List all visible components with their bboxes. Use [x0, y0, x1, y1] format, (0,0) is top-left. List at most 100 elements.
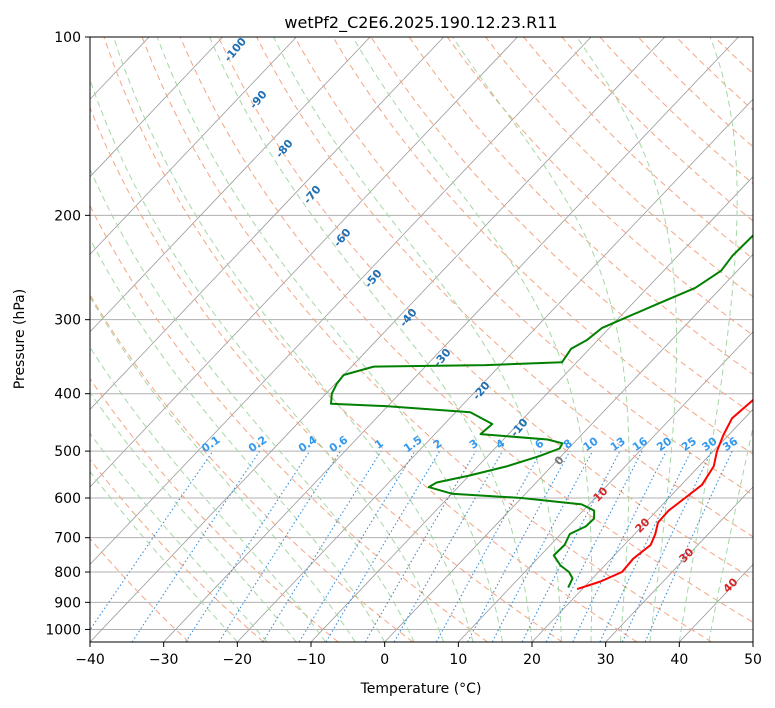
dry-adiabat — [90, 377, 339, 642]
moist-adiabat-label: 30 — [677, 545, 697, 565]
mixing-ratio-line — [298, 450, 416, 642]
dry-adiabat — [370, 37, 753, 415]
mixing-ratio-line — [599, 450, 692, 642]
moist-adiabat — [90, 295, 356, 642]
moist-adiabat — [90, 78, 445, 642]
moist-adiabat — [209, 37, 533, 642]
moist-adiabat — [113, 37, 474, 642]
dry-adiabat-label: -70 — [301, 183, 324, 207]
mixing-ratio-line — [545, 450, 643, 642]
y-tick-label: 700 — [54, 531, 81, 547]
isotherm-line — [0, 37, 2, 642]
mixing-ratio-line — [218, 450, 341, 642]
isotherm-line — [90, 37, 518, 488]
dry-adiabat-label: -100 — [221, 35, 249, 65]
moist-adiabat — [452, 37, 630, 642]
x-tick-label: 10 — [449, 652, 467, 668]
mixing-ratio-label: 4 — [494, 437, 508, 452]
mixing-ratio-line — [262, 450, 382, 642]
dry-adiabat — [485, 37, 753, 298]
x-tick-label: 20 — [523, 652, 541, 668]
dry-adiabat-label: -50 — [362, 267, 385, 291]
isotherm-line — [384, 253, 753, 642]
isotherm-line — [458, 331, 753, 642]
moist-adiabat-label: 10 — [591, 484, 611, 504]
isotherm-line — [90, 37, 592, 566]
isotherm-line — [90, 37, 371, 333]
isotherm-line — [163, 37, 739, 642]
dry-adiabat — [408, 37, 753, 375]
x-tick-label: −10 — [296, 652, 326, 668]
dry-adiabat — [217, 37, 753, 580]
y-tick-label: 800 — [54, 565, 81, 581]
mixing-ratio-line — [185, 450, 311, 642]
dry-adiabat — [90, 293, 414, 642]
isotherm-line — [90, 37, 666, 642]
y-tick-label: 600 — [54, 491, 81, 507]
moist-adiabat — [678, 37, 738, 642]
dry-adiabat — [332, 37, 753, 455]
moist-adiabat — [90, 346, 327, 642]
mixing-ratio-line — [325, 450, 441, 642]
dry-adiabat — [103, 37, 638, 642]
isotherm-line — [752, 641, 753, 642]
y-tick-label: 500 — [54, 444, 81, 460]
dry-adiabat — [90, 537, 190, 642]
isotherm-line — [90, 37, 297, 255]
y-tick-label: 200 — [54, 208, 81, 224]
dry-adiabat — [90, 106, 563, 642]
moist-adiabat — [273, 37, 562, 642]
x-tick-label: 30 — [597, 652, 615, 668]
mixing-ratio-label: 3 — [467, 437, 481, 452]
mixing-ratio-line — [131, 450, 261, 642]
temperature-profile — [576, 398, 753, 591]
dewpoint-profile — [330, 234, 753, 589]
dry-adiabat — [446, 37, 753, 336]
mixing-ratio-label: 0.4 — [296, 433, 320, 455]
y-tick-label: 100 — [54, 30, 81, 46]
mixing-ratio-line — [644, 450, 733, 642]
moist-adiabat — [156, 37, 503, 642]
isotherm-line — [90, 37, 445, 410]
x-axis-label: Temperature (°C) — [360, 681, 482, 697]
y-tick-label: 1000 — [45, 622, 81, 638]
x-tick-label: −40 — [75, 652, 105, 668]
mixing-ratio-line — [364, 450, 477, 642]
mixing-ratio-label: 1.5 — [401, 433, 424, 455]
chart-title: wetPf2_C2E6.2025.190.12.23.R11 — [284, 13, 557, 33]
mixing-ratio-line — [572, 450, 667, 642]
dry-adiabat-label: -80 — [273, 137, 296, 161]
dry-adiabat-label: -20 — [470, 379, 493, 403]
isotherm-line — [237, 98, 753, 642]
moist-adiabat — [90, 391, 297, 642]
mixing-ratio-line — [90, 450, 214, 631]
dry-adiabat — [141, 37, 712, 642]
moist-adiabat — [352, 37, 593, 642]
plot-frame — [89, 36, 754, 643]
dry-adiabat — [179, 37, 753, 623]
moist-adiabat — [90, 167, 415, 642]
isotherm-line — [605, 486, 753, 642]
y-axis-label: Pressure (hPa) — [12, 289, 28, 389]
dry-adiabat-label: 0 — [552, 453, 567, 467]
dry-adiabat — [561, 37, 753, 222]
dry-adiabat — [294, 37, 753, 496]
mixing-ratio-line — [467, 450, 571, 642]
mixing-ratio-label: 0.6 — [327, 433, 351, 455]
isotherm-line — [531, 408, 753, 642]
y-tick-label: 300 — [54, 313, 81, 329]
moist-adiabat-label: 40 — [721, 575, 741, 595]
moist-adiabat — [576, 37, 678, 642]
dry-adiabat — [637, 37, 753, 148]
moist-adiabat — [90, 470, 238, 642]
y-tick-label: 400 — [54, 387, 81, 403]
y-tick-label: 900 — [54, 595, 81, 611]
isotherm-line — [90, 37, 224, 178]
x-axis: −40 −30 −20 −10 0 10 20 30 40 50 — [75, 642, 762, 668]
mixing-ratio-label: 1 — [372, 437, 386, 452]
mixing-ratio-label: 0.1 — [199, 433, 222, 455]
dry-adiabat — [752, 37, 753, 39]
x-tick-label: −30 — [149, 652, 179, 668]
